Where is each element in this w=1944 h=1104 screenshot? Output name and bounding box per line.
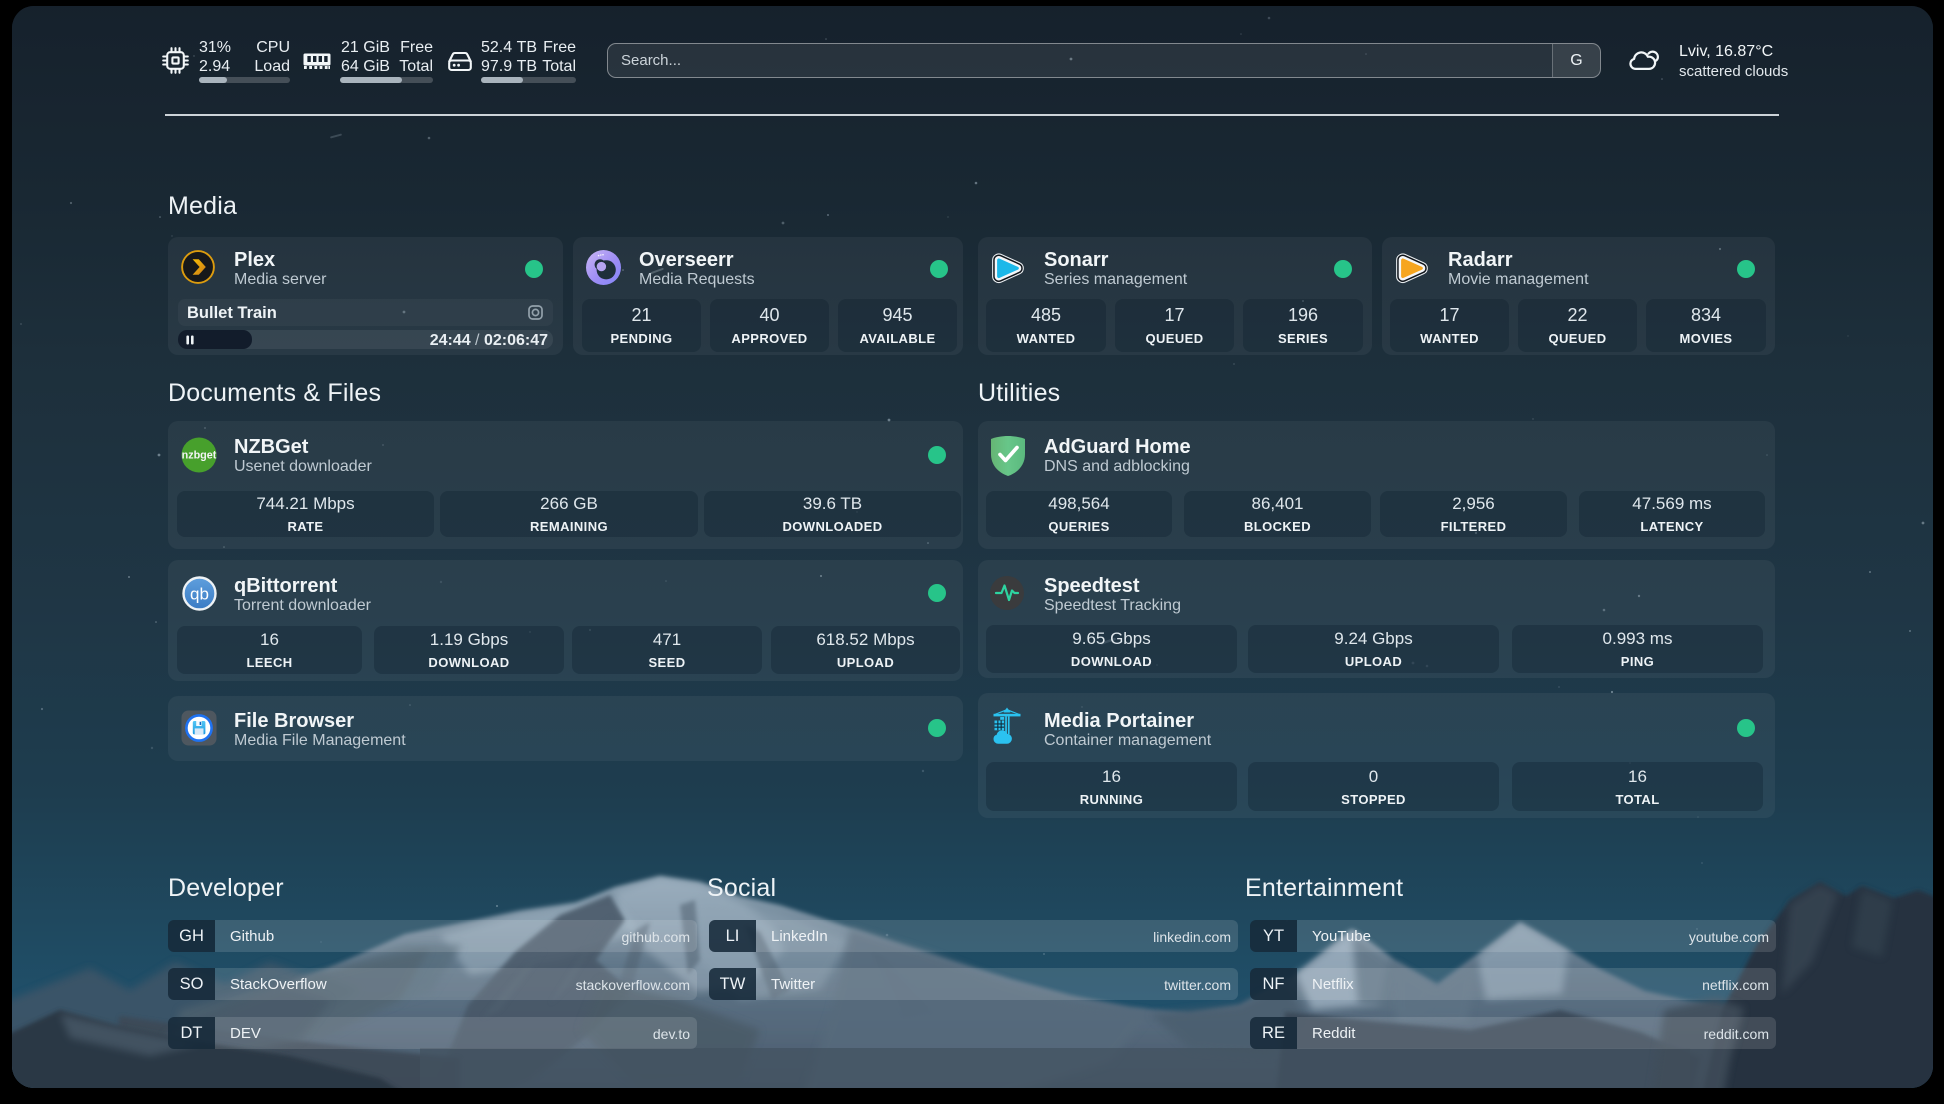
svg-text:qb: qb	[190, 585, 209, 604]
svg-text:nzbget: nzbget	[182, 450, 217, 462]
